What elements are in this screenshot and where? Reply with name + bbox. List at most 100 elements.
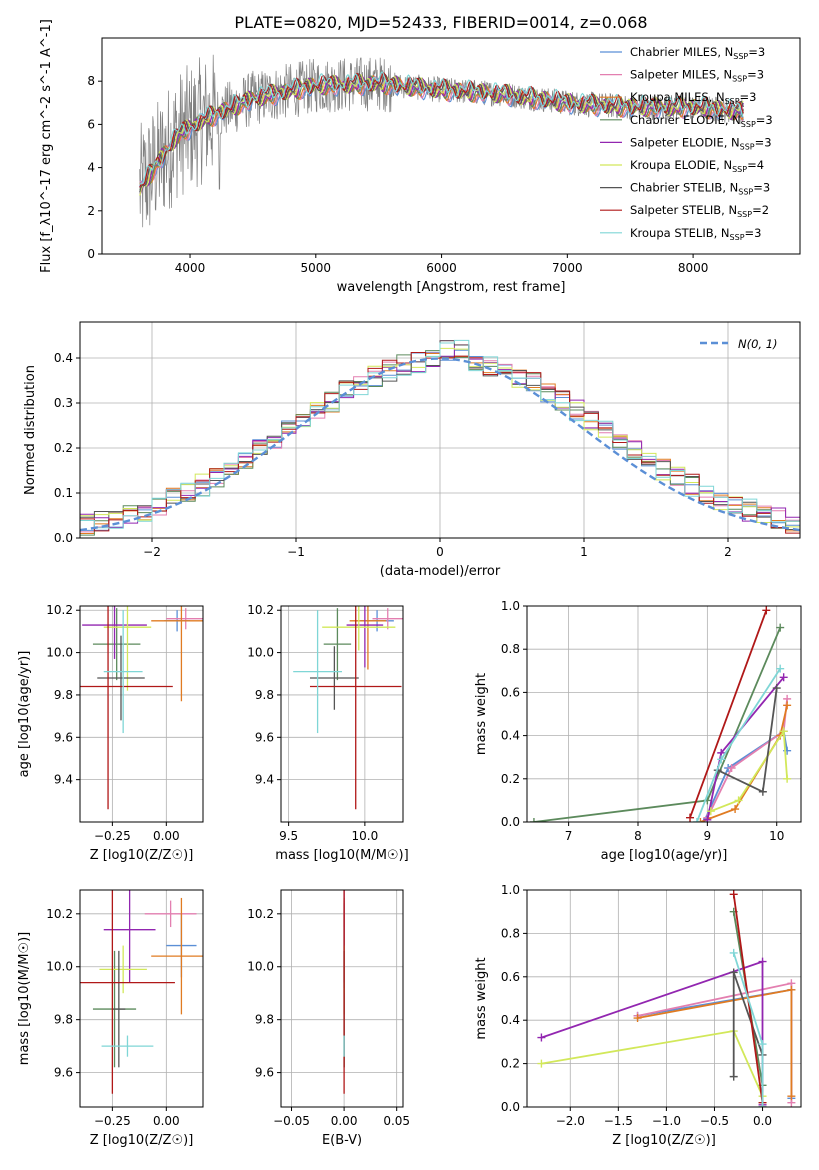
x-tick-label: 9 (704, 829, 712, 843)
plus-marker (717, 755, 726, 764)
plus-marker (776, 664, 785, 673)
y-tick-label: 10.0 (247, 646, 274, 660)
legend-label-2: Kroupa MILES, NSSP=3 (630, 90, 757, 106)
mass-vs-Z-plot-area (80, 890, 203, 1094)
y-tick-label: 9.8 (54, 688, 73, 702)
gaussian-curve (80, 357, 800, 532)
plus-marker (703, 815, 712, 822)
legend-label-0: Chabrier MILES, NSSP=3 (630, 45, 765, 61)
y-tick-label: 9.8 (255, 1013, 274, 1027)
x-tick-label: −0.05 (273, 1114, 310, 1128)
plus-marker (776, 623, 785, 632)
plus-marker (696, 818, 705, 822)
massweight-vs-Z-series-8 (732, 952, 764, 1107)
age-vs-Z-point-3 (92, 608, 141, 681)
age-vs-Z-point-1 (166, 608, 203, 630)
age-vs-mass-point-5 (322, 606, 396, 651)
residuals-frame (79, 321, 801, 539)
y-tick-label: 0.1 (54, 486, 73, 500)
x-tick-label: 7 (565, 829, 573, 843)
spectrum-plot-area (139, 54, 744, 228)
y-tick-label: 10.2 (247, 907, 274, 921)
plus-marker (783, 701, 792, 710)
x-axis-label: E(B-V) (322, 1133, 362, 1148)
mass-vs-Z-point-8 (101, 1035, 154, 1057)
residuals-plot-area (80, 339, 800, 536)
y-tick-label: 0.4 (54, 351, 73, 365)
x-tick-label: −0.5 (700, 1114, 729, 1128)
x-axis-label: mass [log10(M/M☉)] (275, 848, 408, 863)
plus-marker (633, 1014, 642, 1023)
legend-label-5: Kroupa ELODIE, NSSP=4 (630, 158, 764, 174)
y-axis-label: mass weight (474, 957, 489, 1039)
plus-marker (779, 673, 788, 682)
plus-marker (772, 684, 781, 693)
plus-marker (729, 890, 738, 899)
legend-label-3: Chabrier ELODIE, NSSP=3 (630, 113, 773, 129)
massweight-vs-Z-panel: −2.0 −1.5 −1.0 −0.5 0.0 0.0 0.2 0.4 0.6 0.8 1.0 Z [… (474, 883, 802, 1148)
plus-marker (787, 1092, 796, 1101)
age-vs-mass-frame (280, 605, 404, 823)
massweight-vs-Z-plot-area (537, 890, 796, 1107)
age-vs-Z-point-2 (151, 606, 203, 702)
y-tick-label: 10.2 (46, 907, 73, 921)
x-tick-label: −1.0 (652, 1114, 681, 1128)
y-tick-label: 2 (87, 204, 95, 218)
y-tick-label: 0.3 (54, 396, 73, 410)
plus-marker (758, 1040, 767, 1049)
plus-marker (787, 985, 796, 994)
y-tick-label: 0.4 (501, 1013, 520, 1027)
age-vs-mass-panel: 9.5 10.0 9.4 9.6 9.8 10.0 10.2 mass [log10(M/M☉… (247, 603, 408, 863)
y-tick-label: 10.2 (247, 603, 274, 617)
x-tick-label: −2 (143, 545, 161, 559)
x-tick-label: 1 (580, 545, 588, 559)
y-tick-label: 6 (87, 117, 95, 131)
y-tick-label: 9.4 (255, 773, 274, 787)
mass-vs-Z-frame (79, 889, 204, 1108)
plus-marker (783, 774, 792, 783)
legend-label-1: Salpeter MILES, NSSP=3 (630, 68, 764, 84)
x-tick-label: 4000 (175, 261, 206, 275)
y-tick-label: 0.0 (54, 531, 73, 545)
y-tick-label: 0.6 (501, 685, 520, 699)
y-tick-label: 1.0 (501, 599, 520, 613)
plus-marker (734, 796, 743, 805)
residual-histogram-8 (80, 339, 800, 529)
age-vs-mass-point-1 (372, 608, 403, 630)
age-vs-Z-point-7 (80, 606, 173, 810)
x-tick-label: 8 (634, 829, 642, 843)
mass-vs-Z-point-7 (80, 890, 175, 1094)
age-vs-Z-point-5 (103, 606, 152, 691)
age-vs-Z-panel: −0.25 0.00 9.4 9.6 9.8 10.0 10.2 Z [log10(Z/Z☉)… (17, 603, 204, 863)
age-vs-mass-plot-area (293, 606, 403, 810)
plus-marker (779, 727, 788, 736)
plus-marker (729, 948, 738, 957)
x-axis-label: (data-model)/error (380, 564, 501, 579)
y-tick-label: 0.2 (501, 1057, 520, 1071)
y-tick-label: 9.4 (54, 773, 73, 787)
mass-vs-ebv-frame (280, 889, 404, 1108)
x-tick-label: −1.5 (604, 1114, 633, 1128)
y-tick-label: 9.8 (54, 1013, 73, 1027)
x-tick-label: 0.00 (331, 1114, 358, 1128)
y-tick-label: 9.6 (255, 1066, 274, 1080)
y-tick-label: 10.0 (46, 960, 73, 974)
model-spectrum-line-8 (139, 71, 744, 185)
y-tick-label: 10.0 (46, 646, 73, 660)
x-axis-label: age [log10(age/yr)] (601, 848, 728, 863)
massweight-vs-age-series-0 (703, 729, 788, 822)
x-axis-label: Z [log10(Z/Z☉)] (612, 1133, 716, 1148)
age-vs-mass-point-3 (323, 608, 352, 681)
y-tick-label: 0 (87, 247, 95, 261)
residual-histogram-7 (80, 352, 800, 534)
x-tick-label: −0.25 (94, 1114, 131, 1128)
spectrum-frame (101, 37, 801, 255)
plus-marker (529, 818, 538, 822)
x-axis-label: Z [log10(Z/Z☉)] (90, 1133, 194, 1148)
y-tick-label: 10.0 (247, 960, 274, 974)
plus-marker (729, 1072, 738, 1081)
y-tick-label: 9.8 (255, 688, 274, 702)
age-vs-Z-point-4 (82, 606, 147, 659)
x-tick-label: 0 (436, 545, 444, 559)
